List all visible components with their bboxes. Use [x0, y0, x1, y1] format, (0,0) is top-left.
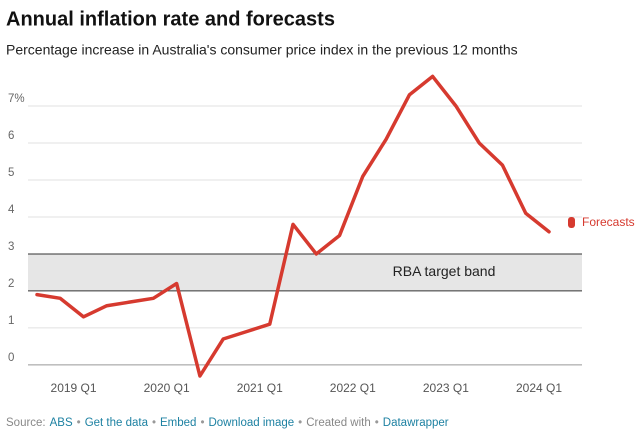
footer-text: Created with: [306, 417, 371, 429]
y-tick-label: 1: [8, 315, 14, 327]
chart-title: Annual inflation rate and forecasts: [6, 8, 335, 30]
forecast-marker: [568, 217, 575, 228]
plot: RBA target band 0 1 2 3 4 5 6 7% 2019 Q1 2020 Q1 20…: [8, 74, 635, 395]
band-label: RBA target band: [393, 263, 496, 279]
footer-link[interactable]: Get the data: [85, 417, 149, 429]
y-tick-label: 6: [8, 130, 14, 142]
y-tick-label: 4: [8, 204, 15, 216]
footer: Source: ABS • Get the data • Embed • Download i…: [6, 417, 449, 429]
target-band: [28, 253, 582, 291]
x-tick-label: 2023 Q1: [423, 381, 469, 395]
footer-separator: •: [200, 417, 204, 429]
forecast-label: Forecasts: [582, 215, 635, 229]
footer-separator: •: [152, 417, 156, 429]
chart-subtitle: Percentage increase in Australia's consu…: [6, 42, 518, 58]
footer-separator: •: [298, 417, 302, 429]
y-tick-label: 5: [8, 167, 14, 179]
y-tick-label: 3: [8, 241, 14, 253]
x-tick-label: 2020 Q1: [144, 381, 190, 395]
x-tick-label: 2024 Q1: [516, 381, 562, 395]
footer-link[interactable]: Datawrapper: [383, 417, 449, 429]
footer-link[interactable]: Embed: [160, 417, 196, 429]
line: [35, 74, 551, 378]
x-tick-label: 2021 Q1: [237, 381, 283, 395]
footer-separator: •: [77, 417, 81, 429]
x-tick-label: 2022 Q1: [330, 381, 376, 395]
y-tick-label: 2: [8, 278, 14, 290]
footer-text: Source:: [6, 417, 46, 429]
y-tick-label: 7%: [8, 93, 25, 105]
footer-separator: •: [375, 417, 379, 429]
x-tick-label: 2019 Q1: [51, 381, 97, 395]
footer-link[interactable]: ABS: [50, 417, 73, 429]
y-tick-label: 0: [8, 352, 14, 364]
footer-link[interactable]: Download image: [208, 417, 294, 429]
